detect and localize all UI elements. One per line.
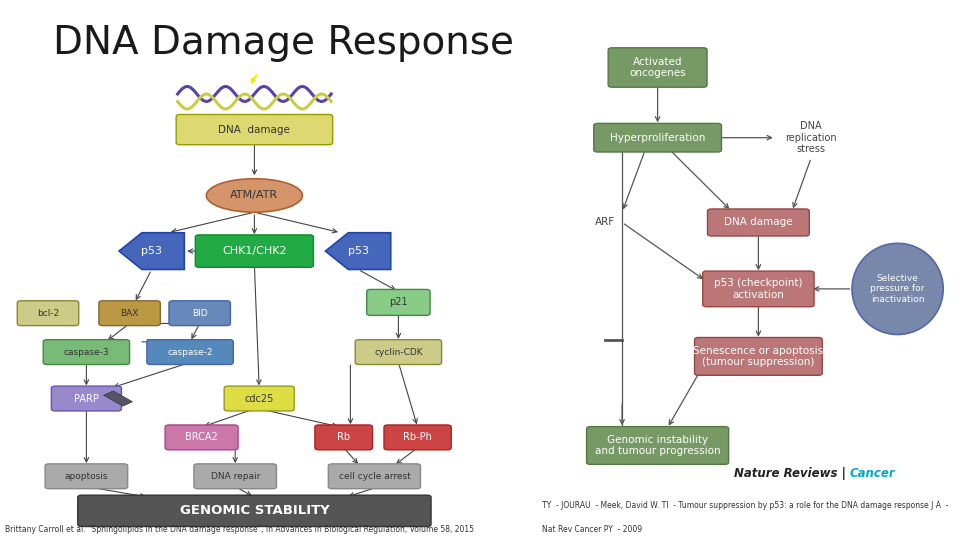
- Text: caspase-3: caspase-3: [63, 348, 109, 356]
- Text: Genomic instability
and tumour progression: Genomic instability and tumour progressi…: [595, 435, 720, 456]
- Polygon shape: [104, 391, 132, 406]
- Ellipse shape: [206, 179, 302, 212]
- FancyBboxPatch shape: [367, 289, 430, 315]
- FancyBboxPatch shape: [609, 48, 707, 87]
- Text: BID: BID: [192, 309, 207, 318]
- FancyBboxPatch shape: [587, 427, 729, 464]
- FancyBboxPatch shape: [225, 386, 294, 411]
- FancyBboxPatch shape: [703, 271, 814, 307]
- Text: Rb: Rb: [337, 433, 350, 442]
- FancyBboxPatch shape: [45, 464, 128, 489]
- Text: PARP: PARP: [74, 394, 99, 403]
- Text: Selective
pressure for
inactivation: Selective pressure for inactivation: [871, 274, 924, 304]
- Text: cyclin-CDK: cyclin-CDK: [374, 348, 422, 356]
- FancyBboxPatch shape: [593, 123, 722, 152]
- FancyBboxPatch shape: [43, 340, 130, 365]
- Text: p53 (checkpoint)
activation: p53 (checkpoint) activation: [714, 278, 803, 300]
- FancyBboxPatch shape: [384, 425, 451, 450]
- Text: cell cycle arrest: cell cycle arrest: [339, 472, 410, 481]
- Text: apoptosis: apoptosis: [64, 472, 108, 481]
- Text: Cancer: Cancer: [850, 467, 896, 480]
- Text: Nature Reviews |: Nature Reviews |: [733, 467, 850, 480]
- FancyBboxPatch shape: [99, 301, 160, 326]
- FancyBboxPatch shape: [78, 495, 431, 526]
- Text: CHK1/CHK2: CHK1/CHK2: [222, 246, 287, 256]
- FancyBboxPatch shape: [695, 338, 822, 375]
- Text: DNA repair: DNA repair: [210, 472, 260, 481]
- FancyBboxPatch shape: [708, 209, 809, 236]
- Text: GENOMIC STABILITY: GENOMIC STABILITY: [180, 504, 329, 517]
- FancyBboxPatch shape: [165, 425, 238, 450]
- Text: Hyperproliferation: Hyperproliferation: [610, 133, 706, 143]
- Text: p53: p53: [141, 246, 162, 256]
- FancyBboxPatch shape: [315, 425, 372, 450]
- Text: Senescence or apoptosis
(tumour suppression): Senescence or apoptosis (tumour suppress…: [693, 346, 824, 367]
- Text: BRCA2: BRCA2: [185, 433, 218, 442]
- Text: DNA  damage: DNA damage: [219, 125, 290, 134]
- FancyBboxPatch shape: [147, 340, 233, 365]
- Text: Rb-Ph: Rb-Ph: [403, 433, 432, 442]
- Text: DNA Damage Response: DNA Damage Response: [53, 24, 514, 62]
- Polygon shape: [325, 233, 391, 269]
- FancyBboxPatch shape: [17, 301, 79, 326]
- Text: DNA
replication
stress: DNA replication stress: [785, 121, 837, 154]
- FancyBboxPatch shape: [194, 464, 276, 489]
- FancyBboxPatch shape: [196, 235, 313, 267]
- Text: TY  - JOURAU  - Meek, David W. TI  - Tumour suppression by p53: a role for the D: TY - JOURAU - Meek, David W. TI - Tumour…: [542, 501, 948, 510]
- Text: p53: p53: [348, 246, 369, 256]
- Text: ATM/ATR: ATM/ATR: [230, 191, 278, 200]
- Text: caspase-2: caspase-2: [167, 348, 213, 356]
- Text: Nat Rev Cancer PY  - 2009: Nat Rev Cancer PY - 2009: [542, 524, 642, 534]
- Text: p21: p21: [389, 298, 408, 307]
- Text: BAX: BAX: [120, 309, 139, 318]
- FancyBboxPatch shape: [51, 386, 121, 411]
- Text: Activated
oncogenes: Activated oncogenes: [630, 57, 685, 78]
- Text: bcl-2: bcl-2: [36, 309, 60, 318]
- FancyBboxPatch shape: [328, 464, 420, 489]
- Text: DNA damage: DNA damage: [724, 218, 793, 227]
- FancyBboxPatch shape: [355, 340, 442, 365]
- Text: Brittany Carroll et al. "Sphingolipids in the DNA damage response", in Advances : Brittany Carroll et al. "Sphingolipids i…: [5, 524, 474, 534]
- Text: ARF: ARF: [595, 218, 614, 227]
- Ellipse shape: [852, 244, 943, 334]
- FancyBboxPatch shape: [169, 301, 230, 326]
- Text: cdc25: cdc25: [245, 394, 274, 403]
- FancyBboxPatch shape: [177, 114, 333, 145]
- Polygon shape: [119, 233, 184, 269]
